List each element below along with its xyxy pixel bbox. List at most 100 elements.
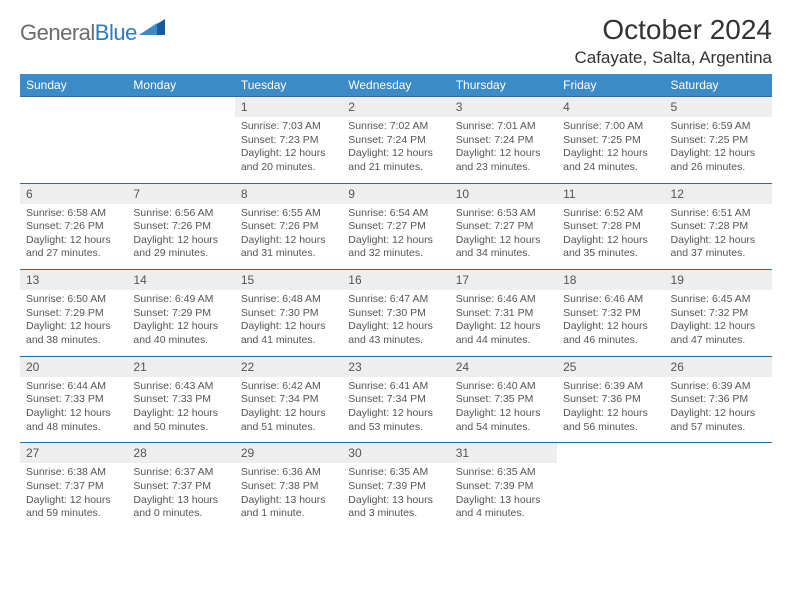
day-cell: Sunrise: 6:59 AMSunset: 7:25 PMDaylight:…	[665, 117, 772, 183]
day-header: Wednesday	[342, 74, 449, 97]
daylight-text: Daylight: 12 hours	[26, 494, 121, 508]
sunset-text: Sunset: 7:30 PM	[348, 307, 443, 321]
header: GeneralBlue October 2024 Cafayate, Salta…	[20, 14, 772, 68]
day-number-row: 2728293031	[20, 443, 772, 464]
day-number-row: 13141516171819	[20, 270, 772, 291]
day-number: 15	[235, 270, 342, 291]
daylight-text: and 44 minutes.	[456, 334, 551, 348]
daylight-text: Daylight: 12 hours	[241, 320, 336, 334]
day-number: 23	[342, 356, 449, 377]
sunrise-text: Sunrise: 6:35 AM	[348, 466, 443, 480]
daylight-text: and 34 minutes.	[456, 247, 551, 261]
day-cell: Sunrise: 6:58 AMSunset: 7:26 PMDaylight:…	[20, 204, 127, 270]
day-number: 28	[127, 443, 234, 464]
sunrise-text: Sunrise: 6:47 AM	[348, 293, 443, 307]
sunset-text: Sunset: 7:34 PM	[348, 393, 443, 407]
daylight-text: and 3 minutes.	[348, 507, 443, 521]
sunset-text: Sunset: 7:26 PM	[241, 220, 336, 234]
sunset-text: Sunset: 7:34 PM	[241, 393, 336, 407]
day-number: 29	[235, 443, 342, 464]
day-number	[557, 443, 664, 464]
day-cell: Sunrise: 6:40 AMSunset: 7:35 PMDaylight:…	[450, 377, 557, 443]
sunrise-text: Sunrise: 6:52 AM	[563, 207, 658, 221]
day-cell: Sunrise: 6:50 AMSunset: 7:29 PMDaylight:…	[20, 290, 127, 356]
day-number: 16	[342, 270, 449, 291]
daylight-text: Daylight: 12 hours	[241, 147, 336, 161]
day-number: 4	[557, 97, 664, 118]
daylight-text: and 32 minutes.	[348, 247, 443, 261]
sunset-text: Sunset: 7:23 PM	[241, 134, 336, 148]
daylight-text: Daylight: 12 hours	[456, 147, 551, 161]
sunset-text: Sunset: 7:39 PM	[456, 480, 551, 494]
sunset-text: Sunset: 7:36 PM	[563, 393, 658, 407]
daylight-text: and 51 minutes.	[241, 421, 336, 435]
day-number: 18	[557, 270, 664, 291]
day-cell: Sunrise: 6:35 AMSunset: 7:39 PMDaylight:…	[342, 463, 449, 529]
daylight-text: Daylight: 12 hours	[671, 407, 766, 421]
sunset-text: Sunset: 7:37 PM	[133, 480, 228, 494]
day-cell: Sunrise: 6:56 AMSunset: 7:26 PMDaylight:…	[127, 204, 234, 270]
day-content-row: Sunrise: 6:44 AMSunset: 7:33 PMDaylight:…	[20, 377, 772, 443]
daylight-text: and 1 minute.	[241, 507, 336, 521]
sunset-text: Sunset: 7:33 PM	[133, 393, 228, 407]
day-cell: Sunrise: 6:46 AMSunset: 7:32 PMDaylight:…	[557, 290, 664, 356]
daylight-text: and 50 minutes.	[133, 421, 228, 435]
daylight-text: Daylight: 12 hours	[241, 234, 336, 248]
daylight-text: and 47 minutes.	[671, 334, 766, 348]
daylight-text: and 57 minutes.	[671, 421, 766, 435]
sunset-text: Sunset: 7:26 PM	[26, 220, 121, 234]
day-content-row: Sunrise: 7:03 AMSunset: 7:23 PMDaylight:…	[20, 117, 772, 183]
daylight-text: Daylight: 12 hours	[671, 234, 766, 248]
day-number: 20	[20, 356, 127, 377]
daylight-text: Daylight: 12 hours	[133, 320, 228, 334]
daylight-text: Daylight: 12 hours	[671, 147, 766, 161]
day-number: 11	[557, 183, 664, 204]
day-header: Sunday	[20, 74, 127, 97]
daylight-text: Daylight: 12 hours	[241, 407, 336, 421]
daylight-text: Daylight: 13 hours	[241, 494, 336, 508]
daylight-text: and 37 minutes.	[671, 247, 766, 261]
sunset-text: Sunset: 7:30 PM	[241, 307, 336, 321]
sunrise-text: Sunrise: 6:41 AM	[348, 380, 443, 394]
day-number: 26	[665, 356, 772, 377]
day-number	[127, 97, 234, 118]
day-header: Friday	[557, 74, 664, 97]
daylight-text: and 27 minutes.	[26, 247, 121, 261]
day-number-row: 20212223242526	[20, 356, 772, 377]
day-cell: Sunrise: 6:42 AMSunset: 7:34 PMDaylight:…	[235, 377, 342, 443]
day-cell: Sunrise: 6:46 AMSunset: 7:31 PMDaylight:…	[450, 290, 557, 356]
daylight-text: and 40 minutes.	[133, 334, 228, 348]
daylight-text: and 24 minutes.	[563, 161, 658, 175]
daylight-text: Daylight: 13 hours	[456, 494, 551, 508]
sunrise-text: Sunrise: 6:39 AM	[671, 380, 766, 394]
sunrise-text: Sunrise: 6:37 AM	[133, 466, 228, 480]
day-number: 7	[127, 183, 234, 204]
day-number: 22	[235, 356, 342, 377]
daylight-text: Daylight: 12 hours	[26, 320, 121, 334]
logo-text-blue: Blue	[95, 20, 137, 46]
sunset-text: Sunset: 7:33 PM	[26, 393, 121, 407]
daylight-text: and 20 minutes.	[241, 161, 336, 175]
sunset-text: Sunset: 7:29 PM	[133, 307, 228, 321]
day-cell: Sunrise: 6:49 AMSunset: 7:29 PMDaylight:…	[127, 290, 234, 356]
sunrise-text: Sunrise: 7:01 AM	[456, 120, 551, 134]
day-cell	[557, 463, 664, 529]
sunrise-text: Sunrise: 6:59 AM	[671, 120, 766, 134]
daylight-text: Daylight: 12 hours	[671, 320, 766, 334]
sunset-text: Sunset: 7:28 PM	[671, 220, 766, 234]
daylight-text: and 46 minutes.	[563, 334, 658, 348]
daylight-text: Daylight: 13 hours	[133, 494, 228, 508]
day-header-row: Sunday Monday Tuesday Wednesday Thursday…	[20, 74, 772, 97]
daylight-text: and 48 minutes.	[26, 421, 121, 435]
daylight-text: and 26 minutes.	[671, 161, 766, 175]
day-cell: Sunrise: 6:36 AMSunset: 7:38 PMDaylight:…	[235, 463, 342, 529]
logo-text-general: General	[20, 20, 95, 46]
daylight-text: and 53 minutes.	[348, 421, 443, 435]
sunrise-text: Sunrise: 6:39 AM	[563, 380, 658, 394]
sunrise-text: Sunrise: 6:38 AM	[26, 466, 121, 480]
day-content-row: Sunrise: 6:58 AMSunset: 7:26 PMDaylight:…	[20, 204, 772, 270]
day-number: 27	[20, 443, 127, 464]
day-cell: Sunrise: 7:01 AMSunset: 7:24 PMDaylight:…	[450, 117, 557, 183]
sunset-text: Sunset: 7:27 PM	[348, 220, 443, 234]
day-cell: Sunrise: 6:38 AMSunset: 7:37 PMDaylight:…	[20, 463, 127, 529]
